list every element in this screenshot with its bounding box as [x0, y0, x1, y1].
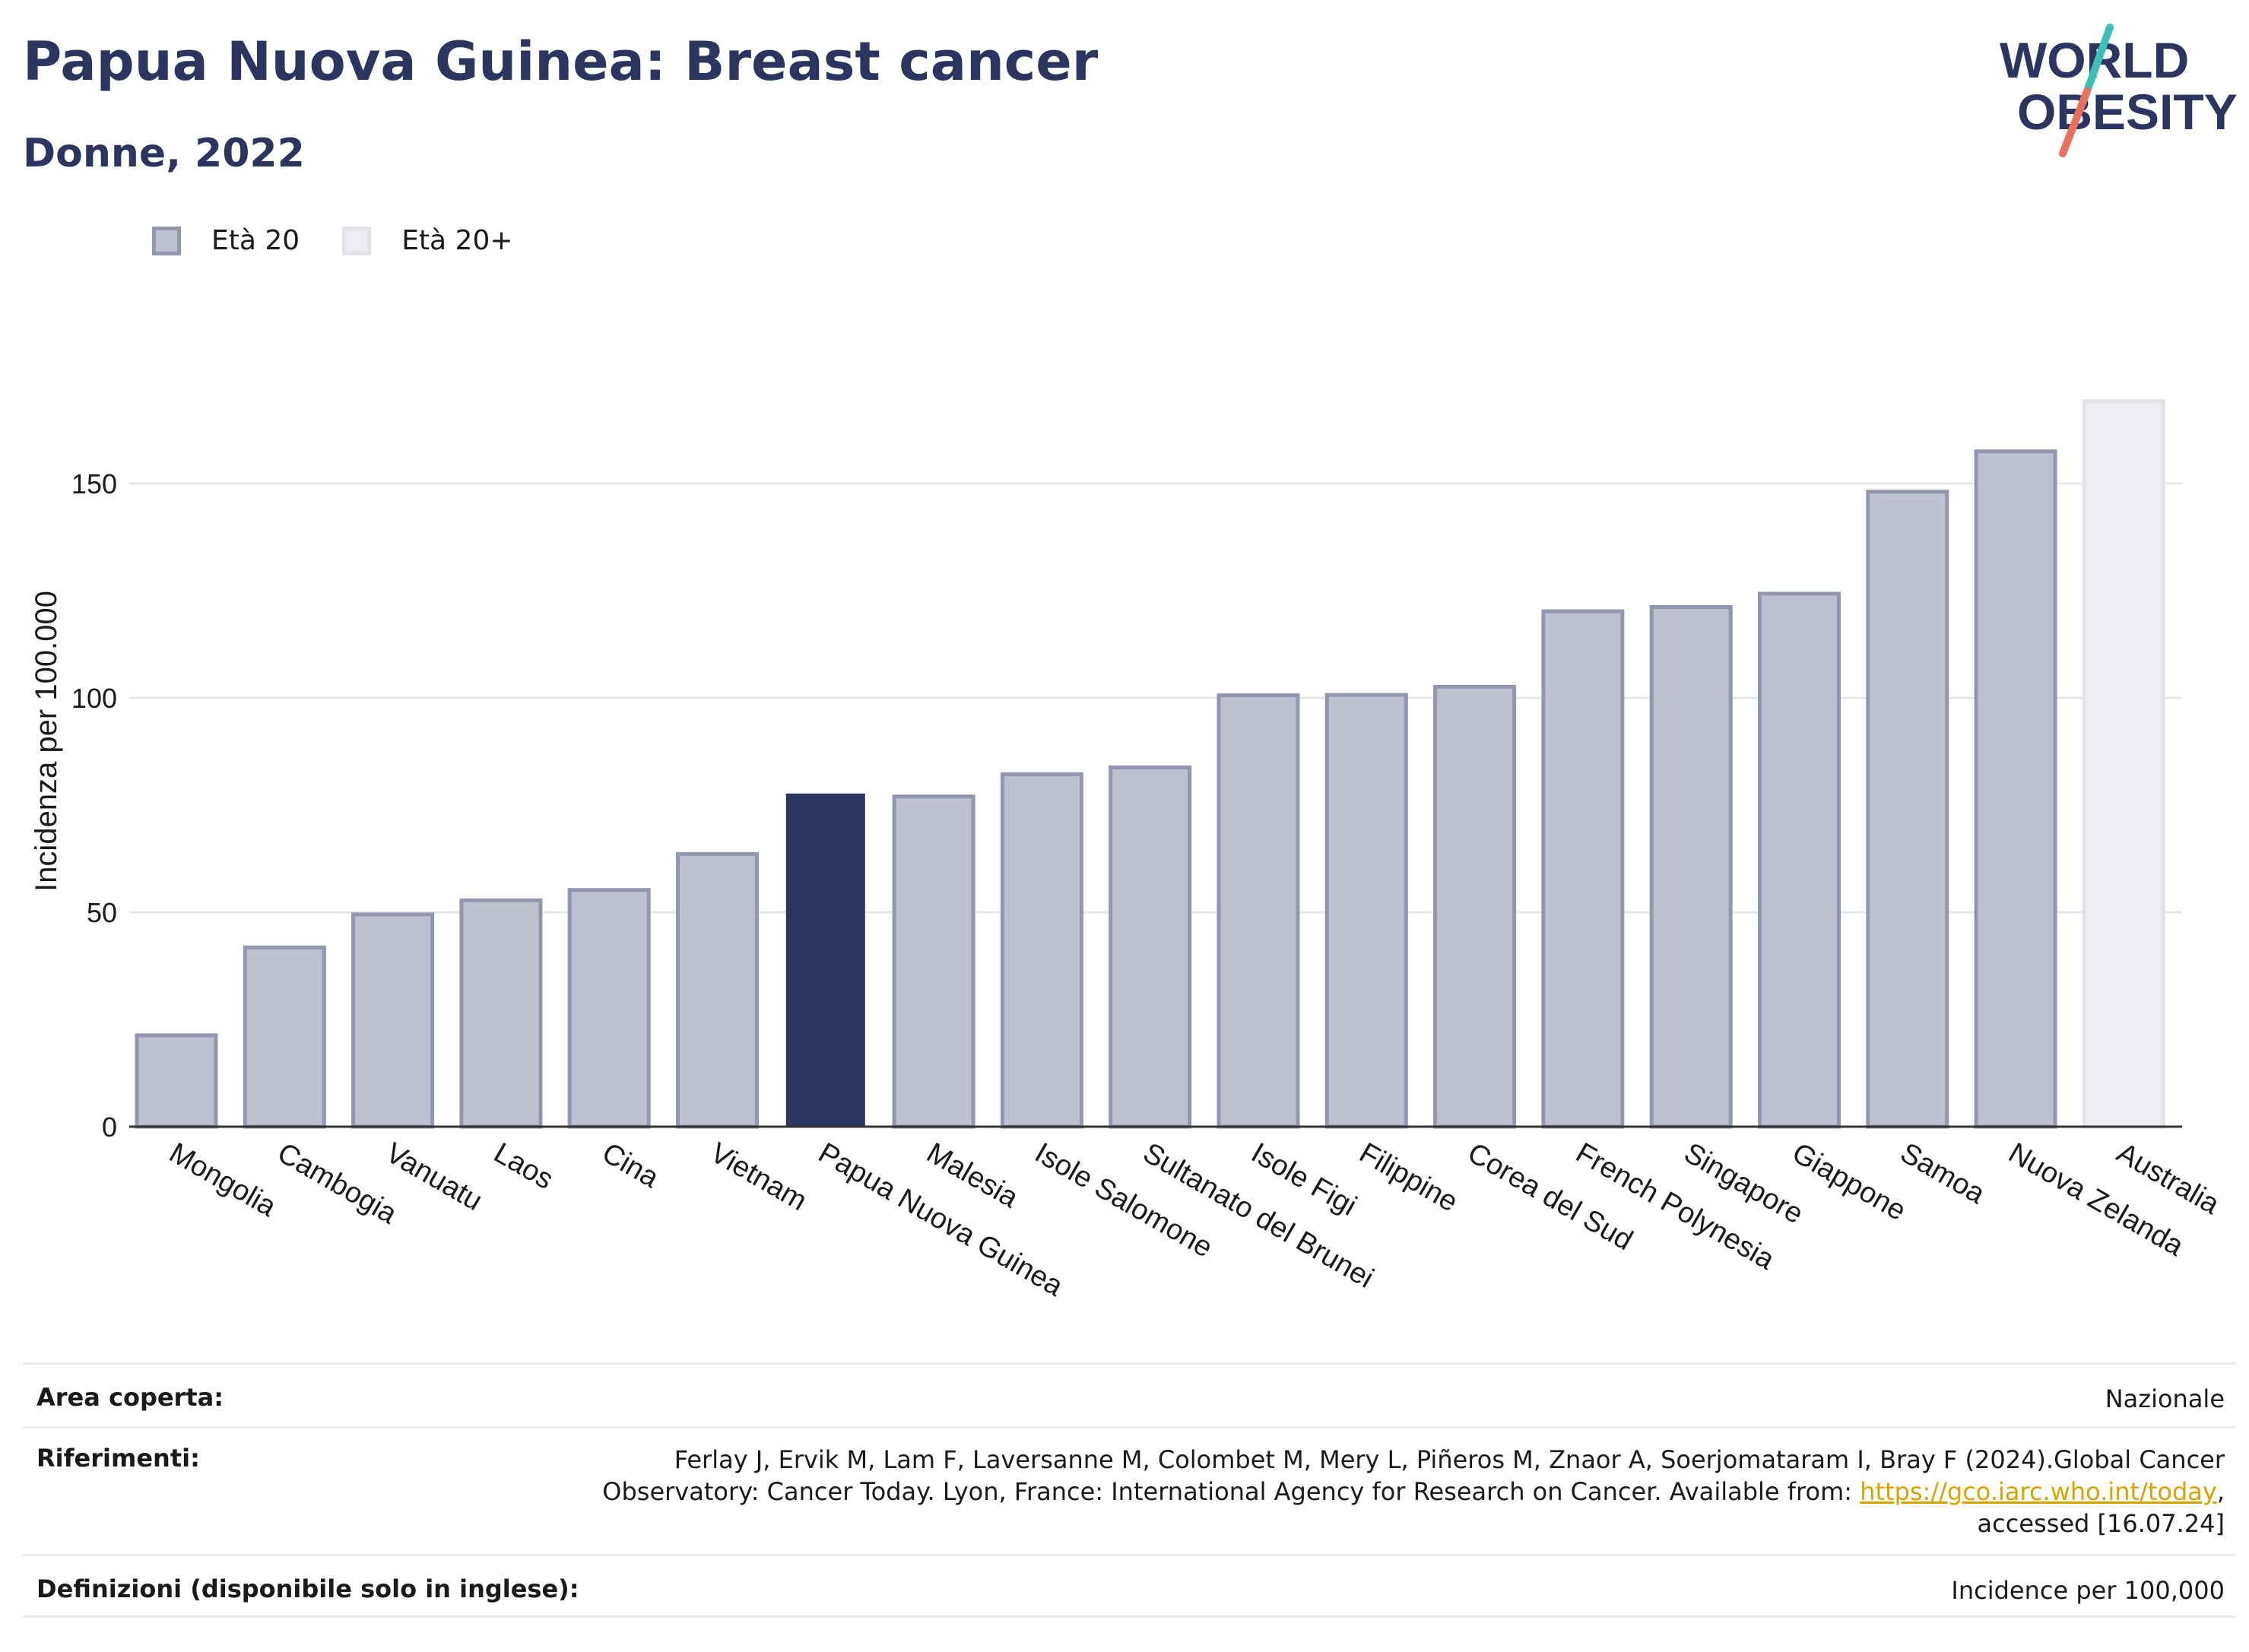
bar	[892, 794, 975, 1129]
y-tick-label: 0	[102, 1111, 117, 1143]
x-tick-label: Giappone	[1787, 1137, 1911, 1227]
legend: Età 20 Età 20+	[152, 225, 556, 256]
info-table: Area coperta: Nazionale Riferimenti: Fer…	[23, 1362, 2235, 1618]
bar	[135, 1033, 218, 1129]
bar	[243, 945, 326, 1129]
info-row-definitions: Definizioni (disponibile solo in inglese…	[23, 1554, 2235, 1618]
y-tick-label: 150	[71, 468, 117, 499]
bar	[1974, 449, 2057, 1129]
bar	[459, 898, 543, 1129]
y-tick-label: 100	[71, 683, 117, 714]
page-title: Papua Nuova Guinea: Breast cancer	[23, 30, 1099, 93]
bars	[135, 399, 2165, 1129]
bar	[1758, 591, 1841, 1129]
x-tick-label: Mongolia	[164, 1137, 282, 1223]
references-label: Riferimenti:	[36, 1444, 200, 1473]
references-text-1: Ferlay J, Ervik M, Lam F, Laversanne M, …	[674, 1445, 2225, 1474]
bar	[351, 912, 435, 1129]
bar	[1433, 684, 1517, 1129]
page-subtitle: Donne, 2022	[23, 131, 305, 176]
y-axis-label: Incidenza per 100.000	[30, 591, 63, 892]
x-tick-label: Filippine	[1354, 1137, 1464, 1218]
bar	[567, 888, 651, 1129]
x-tick-label: French Polynesia	[1570, 1137, 1780, 1276]
bar	[785, 793, 865, 1127]
bar	[1216, 693, 1300, 1129]
references-value: Ferlay J, Ervik M, Lam F, Laversanne M, …	[602, 1444, 2235, 1539]
info-row-area: Area coperta: Nazionale	[23, 1362, 2235, 1426]
bar	[676, 851, 759, 1129]
legend-item-eta-20[interactable]: Età 20	[152, 225, 300, 256]
references-link[interactable]: https://gco.iarc.who.int/today	[1860, 1477, 2217, 1506]
legend-label-eta-20-plus: Età 20+	[401, 225, 513, 256]
logo-slash-coral	[2059, 87, 2091, 157]
bar	[1866, 490, 1949, 1129]
area-value: Nazionale	[2105, 1384, 2225, 1413]
legend-label-eta-20: Età 20	[211, 225, 300, 256]
legend-swatch-eta-20	[152, 226, 181, 255]
legend-item-eta-20-plus[interactable]: Età 20+	[342, 225, 513, 256]
bar	[2082, 399, 2165, 1129]
references-text-4: accessed [16.07.24]	[1977, 1509, 2225, 1538]
bar	[1541, 609, 1625, 1129]
area-label: Area coperta:	[36, 1383, 224, 1412]
bar	[1109, 765, 1192, 1129]
references-text-3: ,	[2216, 1477, 2225, 1506]
references-text-2: Observatory: Cancer Today. Lyon, France:…	[602, 1477, 1860, 1506]
definitions-label: Definizioni (disponibile solo in inglese…	[36, 1574, 579, 1603]
info-row-references: Riferimenti: Ferlay J, Ervik M, Lam F, L…	[23, 1426, 2235, 1554]
x-tick-label: Cambogia	[272, 1137, 403, 1230]
x-tick-label: Vietnam	[705, 1137, 812, 1217]
bar	[1000, 772, 1083, 1129]
bar	[1324, 693, 1408, 1129]
definitions-value: Incidence per 100,000	[1951, 1576, 2225, 1605]
x-tick-label: Isole Salomone	[1029, 1137, 1218, 1264]
world-obesity-logo[interactable]: WORLD OBESITY	[1996, 23, 2239, 160]
legend-swatch-eta-20-plus	[342, 226, 372, 255]
x-tick-label: Cina	[597, 1137, 665, 1194]
bar	[1649, 604, 1733, 1129]
x-tick-label: Laos	[488, 1137, 558, 1196]
logo-text-obesity: OBESITY	[2017, 84, 2238, 140]
logo-slash-teal	[2083, 24, 2114, 95]
y-tick-label: 50	[87, 897, 117, 928]
